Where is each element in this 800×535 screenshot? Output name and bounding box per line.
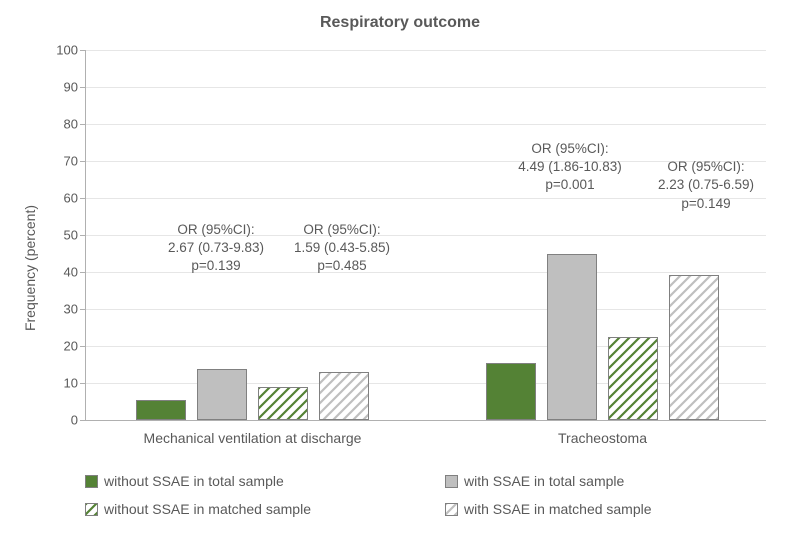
annotation-line: OR (95%CI): <box>294 221 390 239</box>
legend-swatch <box>85 503 98 516</box>
legend-item: without SSAE in matched sample <box>85 501 405 517</box>
chart-title: Respiratory outcome <box>0 14 800 32</box>
grid-line <box>86 383 766 384</box>
grid-line <box>86 50 766 51</box>
respiratory-outcome-chart: Respiratory outcome Frequency (percent) … <box>0 0 800 535</box>
ytick-label: 10 <box>64 376 78 391</box>
grid-line <box>86 124 766 125</box>
ytick-mark <box>80 198 86 199</box>
stat-annotation: OR (95%CI):1.59 (0.43-5.85)p=0.485 <box>294 221 390 276</box>
plot-area: 0102030405060708090100Mechanical ventila… <box>85 50 766 421</box>
ytick-label: 100 <box>56 43 78 58</box>
legend-swatch <box>445 503 458 516</box>
bar-with_matched <box>319 372 369 420</box>
annotation-line: p=0.485 <box>294 257 390 275</box>
bar-without_total <box>486 363 536 420</box>
grid-line <box>86 346 766 347</box>
annotation-line: p=0.149 <box>658 195 754 213</box>
ytick-label: 80 <box>64 117 78 132</box>
legend-item: with SSAE in total sample <box>445 473 765 489</box>
bar-with_total <box>197 369 247 420</box>
legend: without SSAE in total sample with SSAE in… <box>85 473 765 517</box>
legend-item: without SSAE in total sample <box>85 473 405 489</box>
annotation-line: OR (95%CI): <box>658 158 754 176</box>
annotation-line: 1.59 (0.43-5.85) <box>294 239 390 257</box>
ytick-label: 50 <box>64 228 78 243</box>
ytick-mark <box>80 346 86 347</box>
legend-label: without SSAE in matched sample <box>104 501 311 517</box>
annotation-line: 2.67 (0.73-9.83) <box>168 239 264 257</box>
ytick-mark <box>80 420 86 421</box>
x-category-label: Mechanical ventilation at discharge <box>144 430 362 446</box>
ytick-mark <box>80 161 86 162</box>
ytick-mark <box>80 309 86 310</box>
annotation-line: p=0.139 <box>168 257 264 275</box>
ytick-label: 0 <box>71 413 78 428</box>
ytick-mark <box>80 50 86 51</box>
legend-label: with SSAE in matched sample <box>464 501 652 517</box>
legend-label: with SSAE in total sample <box>464 473 624 489</box>
bar-with_total <box>547 254 597 420</box>
x-category-label: Tracheostoma <box>558 430 647 446</box>
stat-annotation: OR (95%CI):2.67 (0.73-9.83)p=0.139 <box>168 221 264 276</box>
ytick-label: 40 <box>64 265 78 280</box>
legend-label: without SSAE in total sample <box>104 473 284 489</box>
legend-item: with SSAE in matched sample <box>445 501 765 517</box>
stat-annotation: OR (95%CI):2.23 (0.75-6.59)p=0.149 <box>658 158 754 213</box>
stat-annotation: OR (95%CI):4.49 (1.86-10.83)p=0.001 <box>518 140 622 195</box>
ytick-mark <box>80 235 86 236</box>
ytick-mark <box>80 87 86 88</box>
ytick-label: 60 <box>64 191 78 206</box>
bar-without_matched <box>608 337 658 420</box>
ytick-label: 90 <box>64 80 78 95</box>
bar-without_total <box>136 400 186 420</box>
grid-line <box>86 309 766 310</box>
annotation-line: 2.23 (0.75-6.59) <box>658 176 754 194</box>
legend-swatch <box>85 475 98 488</box>
annotation-line: 4.49 (1.86-10.83) <box>518 158 622 176</box>
ytick-label: 20 <box>64 339 78 354</box>
ytick-mark <box>80 272 86 273</box>
y-axis-label: Frequency (percent) <box>22 204 38 330</box>
annotation-line: OR (95%CI): <box>518 140 622 158</box>
grid-line <box>86 87 766 88</box>
bar-without_matched <box>258 387 308 420</box>
annotation-line: OR (95%CI): <box>168 221 264 239</box>
annotation-line: p=0.001 <box>518 176 622 194</box>
legend-swatch <box>445 475 458 488</box>
ytick-label: 30 <box>64 302 78 317</box>
ytick-label: 70 <box>64 154 78 169</box>
bar-with_matched <box>669 275 719 420</box>
ytick-mark <box>80 383 86 384</box>
ytick-mark <box>80 124 86 125</box>
